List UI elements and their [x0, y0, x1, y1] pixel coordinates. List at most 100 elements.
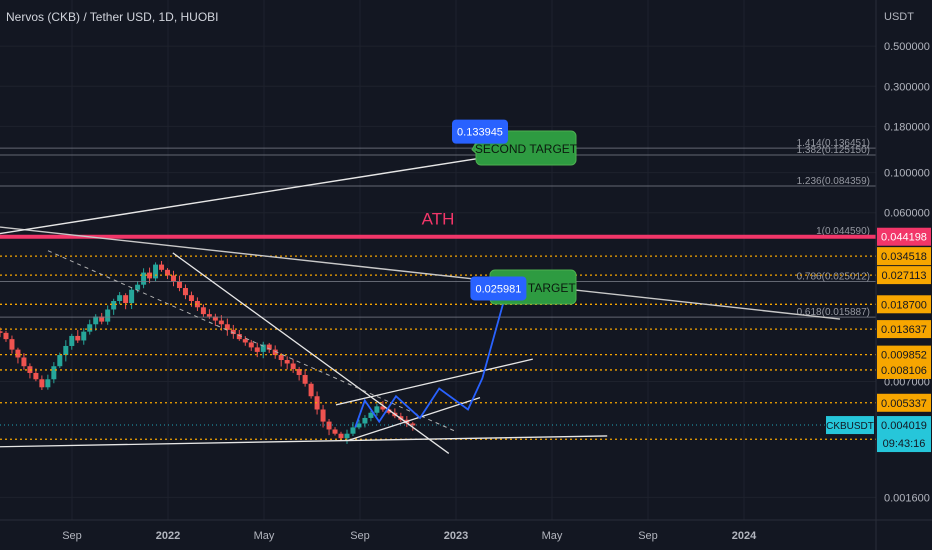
fib-level-label: 0.618(0.015887) — [797, 307, 870, 318]
time-axis-tick: Sep — [62, 530, 82, 542]
candle-body — [153, 264, 159, 279]
candle-body — [332, 429, 338, 434]
level-price-tag-bg — [877, 266, 931, 285]
level-price-tag: 0.034518 — [881, 251, 927, 263]
candle-body — [99, 316, 105, 322]
candle-body — [338, 433, 344, 439]
level-price-tag: 0.009852 — [881, 350, 927, 362]
candle-body — [278, 355, 284, 361]
trendline — [47, 250, 457, 433]
ath-price-tag: 0.044198 — [881, 232, 927, 244]
price-axis-tick: 0.007000 — [884, 376, 930, 388]
price-axis-tick: 0.500000 — [884, 41, 930, 53]
candle-body — [69, 335, 75, 346]
candle-body — [320, 409, 326, 422]
candle-body — [159, 264, 165, 270]
chart-grid — [0, 0, 876, 520]
level-price-tag: 0.027113 — [881, 270, 926, 282]
fib-level-label: 0.786(0.025012) — [797, 271, 870, 282]
price-axis-unit: USDT — [884, 11, 914, 23]
time-axis-tick: May — [542, 530, 563, 542]
trendline — [0, 435, 608, 448]
candle-body — [170, 275, 176, 282]
chart-title: Nervos (CKB) / Tether USD, 1D, HUOBI — [6, 10, 219, 24]
candle-body — [266, 344, 272, 350]
candle-body — [176, 281, 182, 289]
candle-body — [308, 383, 314, 397]
candle-body — [380, 406, 386, 410]
candle-body — [147, 272, 153, 279]
level-price-tag-bg — [877, 393, 931, 412]
target-value-box — [470, 276, 527, 301]
candle-body — [374, 406, 380, 413]
price-axis-tick: 0.180000 — [884, 121, 930, 133]
trendline — [172, 252, 450, 454]
candle-body — [410, 423, 416, 426]
candle-body — [206, 314, 212, 317]
candle-body — [75, 335, 81, 341]
candle-body — [212, 316, 218, 321]
candle-body — [45, 379, 51, 388]
fib-level-label: 1.236(0.084359) — [797, 176, 870, 187]
candle-body — [230, 329, 236, 335]
price-axis-tick: 0.001600 — [884, 492, 930, 504]
candle-body — [296, 369, 302, 376]
candle-body — [81, 331, 87, 341]
level-price-tag: 0.018700 — [881, 299, 927, 311]
candle-body — [350, 427, 356, 434]
price-axis-tick: 0.100000 — [884, 168, 930, 180]
target-value-label: 0.025981 — [475, 283, 521, 295]
candle-body — [236, 334, 242, 340]
time-axis-tick: Sep — [638, 530, 658, 542]
candle-body — [51, 366, 57, 380]
ath-label: ATH — [422, 210, 455, 229]
candle-body — [302, 375, 308, 384]
candle-body — [129, 289, 135, 304]
price-axis: USDT 0.500000 0.300000 0.180000 0.100000 0.06… — [826, 0, 931, 550]
time-axis-tick: Sep — [350, 530, 370, 542]
candle-body — [260, 344, 266, 352]
candle-body — [123, 295, 129, 304]
candle-body — [33, 372, 39, 380]
candle-body — [194, 300, 200, 308]
candle-body — [344, 433, 350, 439]
candle-body — [200, 307, 206, 315]
candle-body — [93, 316, 99, 325]
candle-body — [87, 324, 93, 332]
ticker-tag-bg — [826, 416, 874, 435]
candle-body — [63, 345, 69, 356]
price-axis-tick: 0.300000 — [884, 81, 930, 93]
level-price-tag-bg — [877, 320, 931, 339]
time-axis-tick: 2022 — [156, 530, 180, 542]
price-axis-tick: 0.060000 — [884, 208, 930, 220]
candle-body — [15, 349, 21, 358]
trendline — [0, 226, 841, 320]
candle-body — [218, 320, 224, 325]
candle-body — [27, 366, 33, 373]
candle-body — [326, 421, 332, 430]
candle-body — [0, 331, 3, 333]
candle-body — [117, 295, 123, 301]
candle-body — [386, 409, 392, 413]
fib-level-label: 1.382(0.125150) — [797, 145, 870, 156]
candle-body — [182, 288, 188, 296]
current-price-tag: 0.004019 — [881, 420, 927, 432]
trendline — [335, 358, 533, 406]
candle-body — [290, 363, 296, 370]
time-axis-tick: May — [254, 530, 275, 542]
target-value-label: 0.133945 — [457, 127, 503, 139]
candle-body — [135, 284, 141, 290]
candle-body — [314, 396, 320, 410]
target-value-box — [452, 119, 508, 144]
candle-body — [105, 309, 111, 322]
ath-price-tag-bg — [877, 227, 931, 246]
trendline — [0, 145, 557, 235]
level-price-tag-bg — [877, 360, 931, 379]
level-price-tag-bg — [877, 345, 931, 364]
ticker-tag: CKBUSDT — [826, 421, 874, 432]
candle-body — [188, 295, 194, 301]
time-axis-tick: 2024 — [732, 530, 757, 542]
candle-body — [356, 423, 362, 428]
candle-body — [165, 269, 171, 276]
